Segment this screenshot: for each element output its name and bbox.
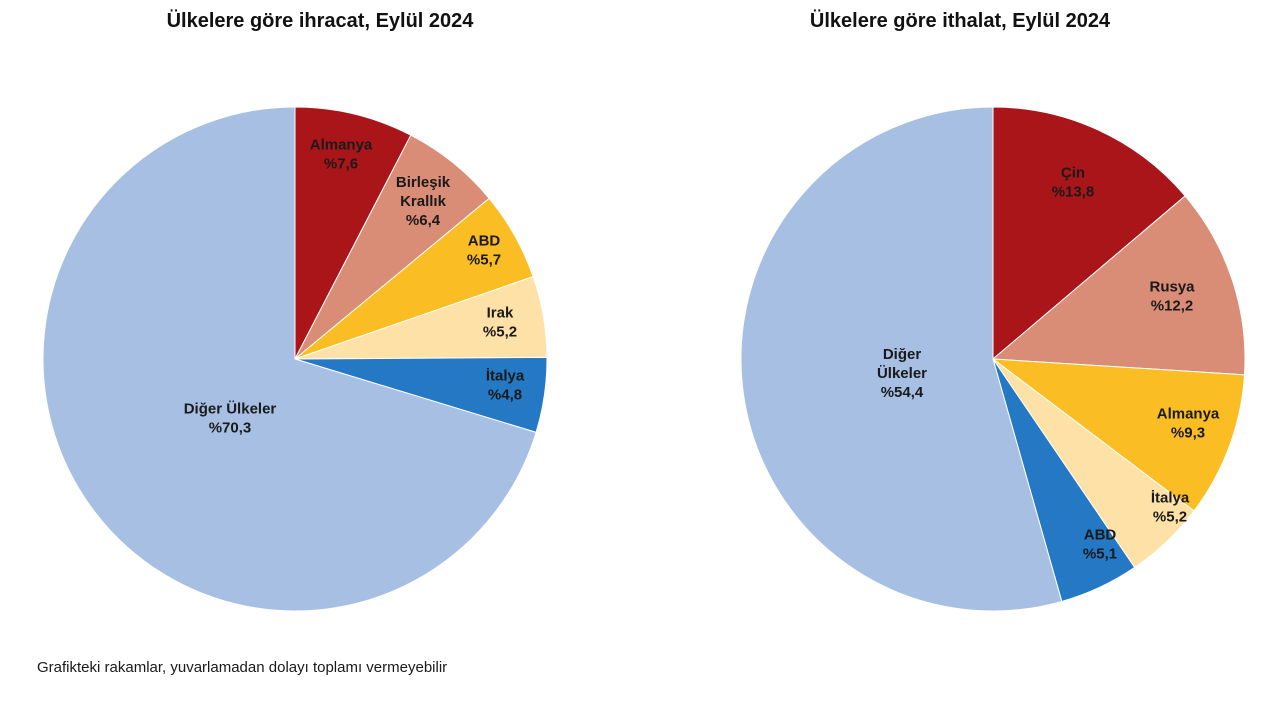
import-slice-almanya: [991, 358, 1246, 512]
export-label-birlesik-krallik: Birleşik Krallık %6,4: [396, 174, 451, 229]
import-label-cin: Çin %13,8: [1052, 165, 1095, 201]
export-label-almanya: Almanya %7,6: [310, 137, 373, 173]
import-slice-cin: [992, 106, 1186, 361]
export-chart-title: Ülkelere göre ihracat, Eylül 2024: [166, 10, 474, 32]
import-label-italya: İtalya %5,2: [1151, 490, 1190, 526]
import-pie-chart: Ülkelere göre ithalat, Eylül 2024 Çin %13…: [640, 0, 1280, 640]
export-slice-almanya: [294, 106, 412, 360]
footnote: Grafikteki rakamlar, yuvarlamadan dolayı…: [37, 659, 448, 676]
import-chart-title: Ülkelere göre ithalat, Eylül 2024: [809, 10, 1111, 32]
import-pie-svg: Çin %13,8 Rusya %12,2 Almanya %9,3 İtalya %5,2 A…: [740, 106, 1246, 612]
import-slice-diger-ulkeler: [740, 106, 1063, 612]
export-slice-diger-ulkeler: [42, 106, 537, 612]
import-label-diger-ulkeler: Diğer Ülkeler %54,4: [877, 346, 927, 401]
export-pie-chart: Ülkelere göre ihracat, Eylül 2024 Almany…: [0, 0, 640, 640]
export-label-italya: İtalya %4,8: [486, 368, 525, 404]
export-pie-svg: Almanya %7,6 Birleşik Krallık %6,4 ABD %5,7 Ira…: [42, 106, 548, 612]
export-label-diger-ulkeler: Diğer Ülkeler %70,3: [184, 401, 277, 437]
export-label-irak: Irak %5,2: [483, 305, 517, 341]
import-label-almanya: Almanya %9,3: [1157, 406, 1220, 442]
export-label-abd: ABD %5,7: [467, 233, 501, 269]
import-label-rusya: Rusya %12,2: [1149, 279, 1195, 315]
import-label-abd: ABD %5,1: [1083, 527, 1117, 563]
import-slice-rusya: [991, 195, 1246, 376]
